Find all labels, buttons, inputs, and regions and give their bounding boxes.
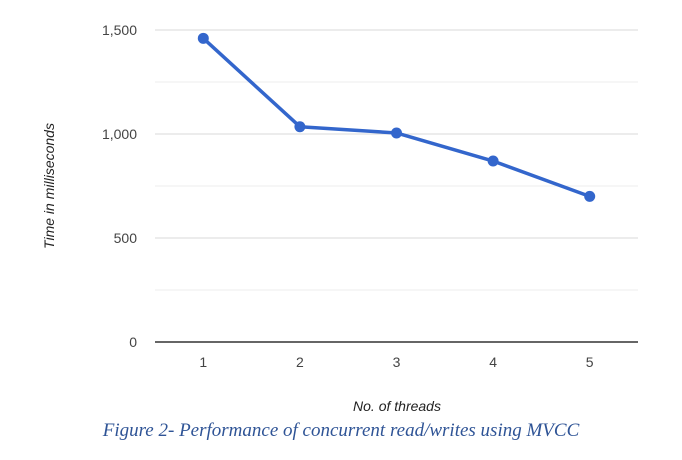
data-point: [197, 32, 209, 44]
data-point: [294, 121, 306, 133]
x-tick-label: 3: [393, 354, 401, 370]
gridlines: [155, 29, 638, 343]
series-line: [202, 37, 591, 199]
y-axis-title: Time in milliseconds: [41, 123, 57, 249]
data-point: [391, 127, 402, 139]
x-tick-label: 1: [199, 354, 207, 370]
y-tick-label: 1,500: [102, 22, 137, 38]
x-axis-title: No. of threads: [353, 398, 441, 414]
x-tick-label: 4: [489, 354, 497, 370]
y-tick-label: 1,000: [102, 126, 137, 142]
x-tick-label: 5: [586, 354, 594, 370]
y-tick-label: 0: [129, 334, 137, 350]
data-point: [584, 190, 596, 202]
y-tick-label: 500: [114, 230, 138, 246]
x-tick-labels: 1 2 3 4 5: [199, 354, 593, 370]
series: [197, 32, 596, 202]
x-tick-label: 2: [296, 354, 304, 370]
y-tick-labels: 0 500 1,000 1,500: [102, 22, 137, 350]
figure-caption: Figure 2- Performance of concurrent read…: [102, 420, 580, 441]
data-point: [487, 155, 499, 167]
